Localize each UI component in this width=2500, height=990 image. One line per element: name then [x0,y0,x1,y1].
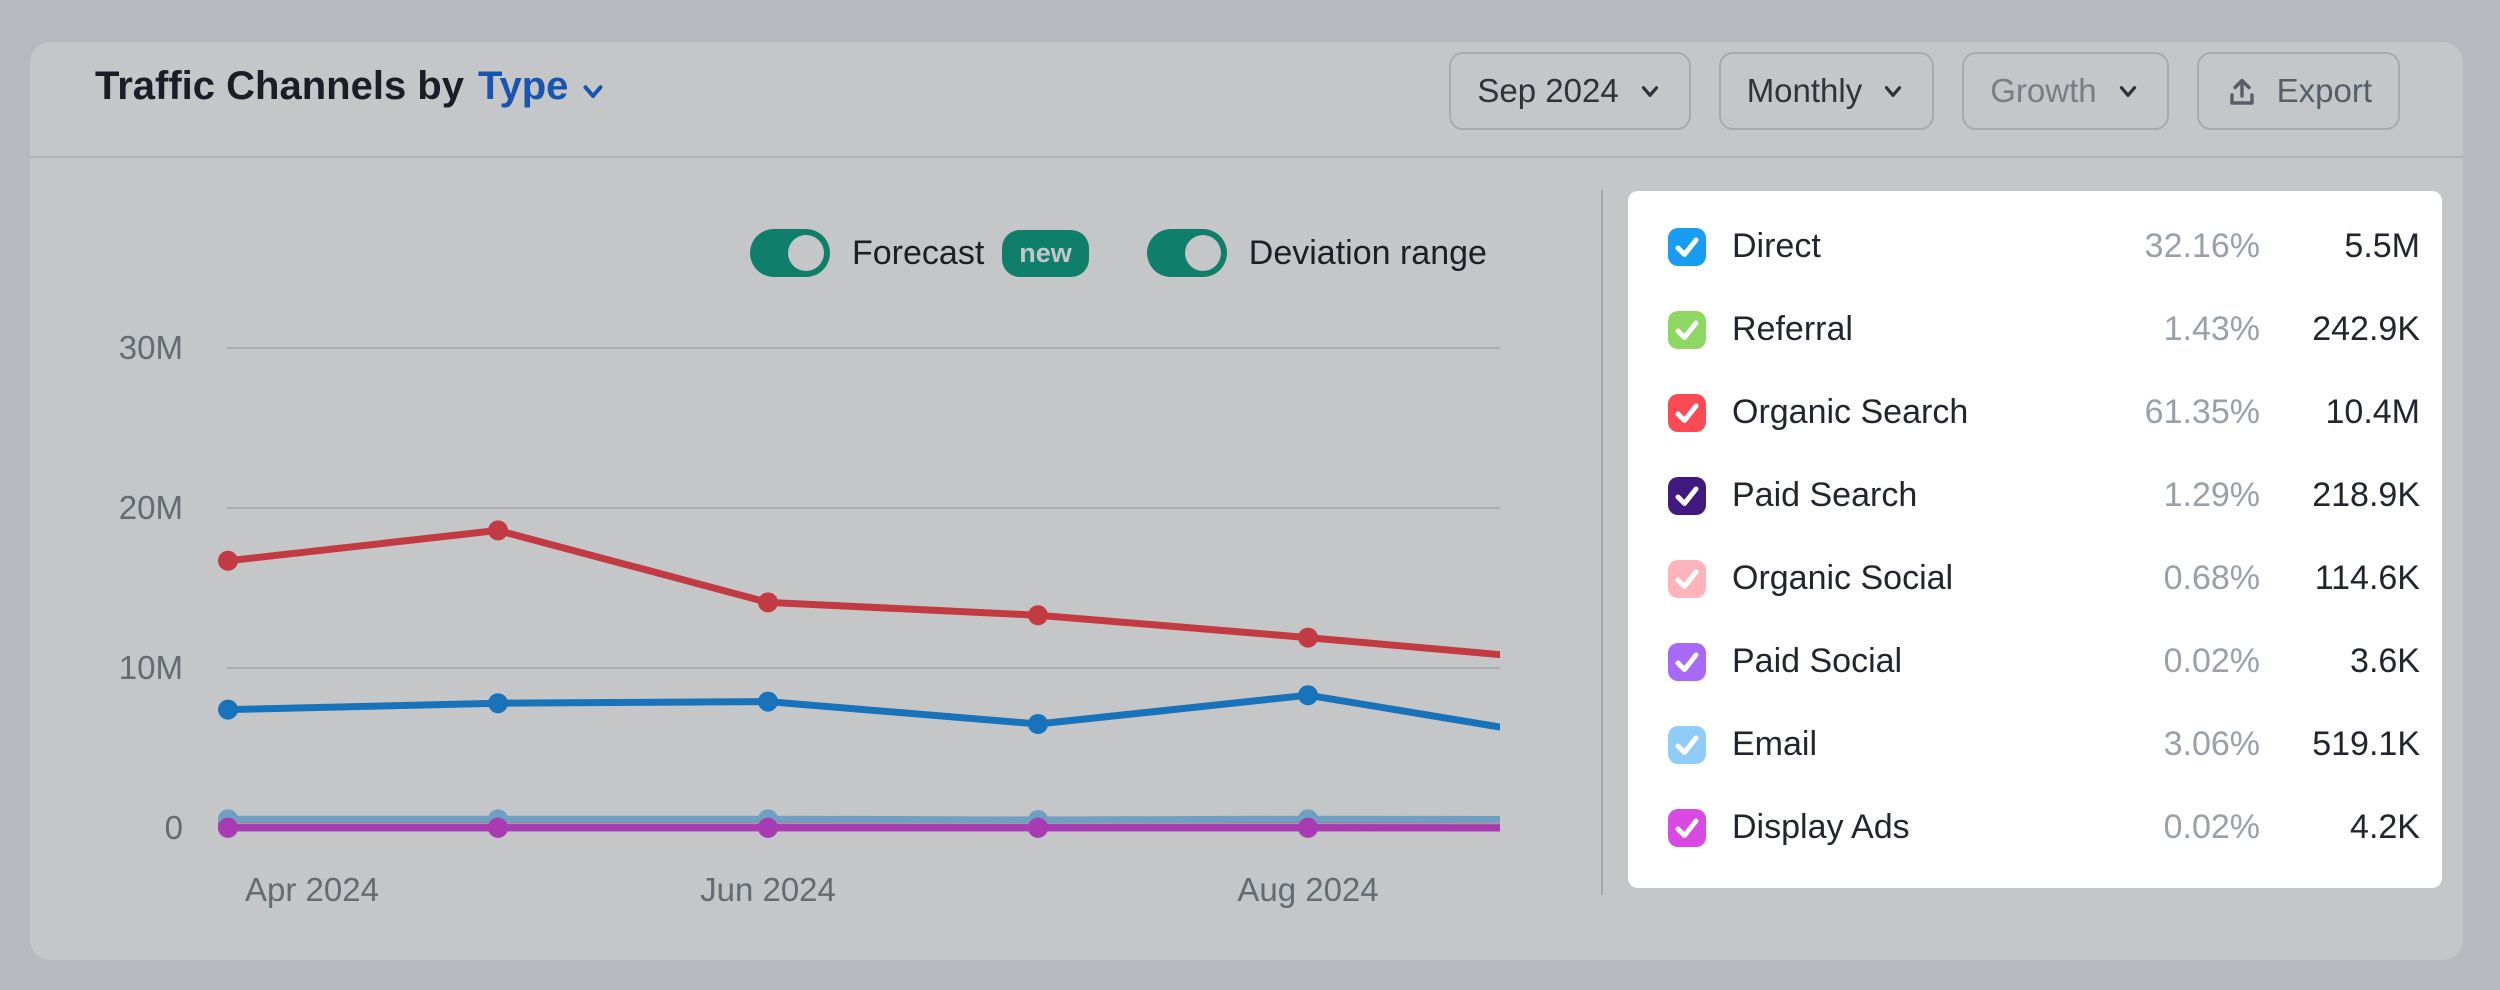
check-icon [1675,735,1699,755]
channel-share: 0.02% [2163,808,2260,846]
export-label: Export [2276,72,2372,109]
toggle-knob [788,235,824,271]
channel-name: Referral [1732,310,1853,348]
channel-share: 1.29% [2163,476,2260,514]
legend-checkbox[interactable] [1668,559,1706,598]
channel-share: 61.35% [2144,393,2260,431]
check-icon [1675,403,1699,423]
channel-name: Organic Search [1732,393,1969,431]
forecast-label: Forecast [852,233,985,272]
chevron-down-icon [1885,86,1902,97]
legend-checkbox[interactable] [1668,476,1706,515]
export-button[interactable]: Export [2196,52,2400,130]
date-range-dropdown[interactable]: Sep 2024 [1449,52,1691,130]
chart-legend-divider [1601,190,1603,895]
channel-name: Display Ads [1732,808,1910,846]
channel-visits: 242.9K [2312,310,2420,348]
granularity-dropdown[interactable]: Monthly [1718,52,1935,130]
channel-share: 0.02% [2163,642,2260,680]
legend-row[interactable]: Paid Social 0.02% 3.6K [1628,620,2442,703]
chevron-down-icon [1641,86,1658,97]
legend-checkbox[interactable] [1668,808,1706,847]
deviation-range-toggle[interactable] [1146,229,1227,277]
legend-row[interactable]: Email 3.06% 519.1K [1628,703,2442,786]
channel-share: 1.43% [2163,310,2260,348]
deviation-range-label: Deviation range [1248,233,1487,272]
channel-share: 0.68% [2163,559,2260,597]
page-title: Traffic Channels by [95,64,464,108]
metric-dropdown[interactable]: Growth [1962,52,2169,130]
channel-name: Direct [1732,227,1821,265]
check-icon [1675,486,1699,506]
legend-checkbox[interactable] [1668,310,1706,349]
legend-row[interactable]: Paid Search 1.29% 218.9K [1628,454,2442,537]
check-icon [1675,237,1699,257]
channel-visits: 4.2K [2350,808,2420,846]
header-divider [30,156,2463,158]
forecast-toggle[interactable] [750,229,830,277]
legend-row[interactable]: Organic Search 61.35% 10.4M [1628,371,2442,454]
chevron-down-icon [583,84,603,98]
title-type-dropdown[interactable]: Type [478,64,608,109]
date-range-label: Sep 2024 [1477,72,1619,109]
title-type-label: Type [477,64,569,108]
toggle-knob [1184,235,1221,271]
check-icon [1675,652,1699,672]
channel-visits: 5.5M [2344,227,2420,265]
new-badge: new [1002,229,1089,277]
legend-checkbox[interactable] [1668,227,1706,266]
legend-row[interactable]: Organic Social 0.68% 114.6K [1628,537,2442,620]
channel-visits: 519.1K [2312,725,2420,763]
check-icon [1675,569,1699,589]
channel-share: 3.06% [2163,725,2260,763]
header-controls: Sep 2024 Monthly Growth Export [1449,52,2400,130]
legend-row[interactable]: Display Ads 0.02% 4.2K [1628,786,2442,869]
channel-name: Organic Social [1732,559,1954,597]
legend-checkbox[interactable] [1668,642,1706,681]
channel-share: 32.16% [2144,227,2260,265]
channel-name: Paid Search [1732,476,1918,514]
channel-visits: 3.6K [2350,642,2420,680]
channel-name: Email [1732,725,1818,763]
legend-row[interactable]: Direct 32.16% 5.5M [1628,205,2442,288]
check-icon [1675,818,1699,838]
channel-name: Paid Social [1732,642,1903,680]
legend-checkbox[interactable] [1668,725,1706,764]
export-upload-icon [2229,78,2254,105]
channel-legend-panel: Direct 32.16% 5.5M Referral 1.43% 242.9K… [1628,191,2442,888]
channel-visits: 10.4M [2325,393,2421,431]
metric-label: Growth [1990,72,2097,109]
chevron-down-icon [2119,86,2136,97]
legend-checkbox[interactable] [1668,393,1706,432]
legend-row[interactable]: Referral 1.43% 242.9K [1628,288,2442,371]
widget-title: Traffic Channels by Type [95,64,608,109]
channel-visits: 114.6K [2314,559,2420,597]
granularity-label: Monthly [1746,72,1863,109]
channel-visits: 218.9K [2312,476,2420,514]
check-icon [1675,320,1699,340]
chart-toggles: Forecast new Deviation range [750,229,1487,277]
